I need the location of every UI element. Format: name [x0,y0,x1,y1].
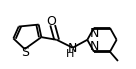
Text: N: N [68,42,77,55]
Text: N: N [89,27,99,40]
Text: N: N [89,40,99,53]
Text: O: O [46,15,56,28]
Text: H: H [66,49,74,59]
Text: S: S [21,46,29,59]
